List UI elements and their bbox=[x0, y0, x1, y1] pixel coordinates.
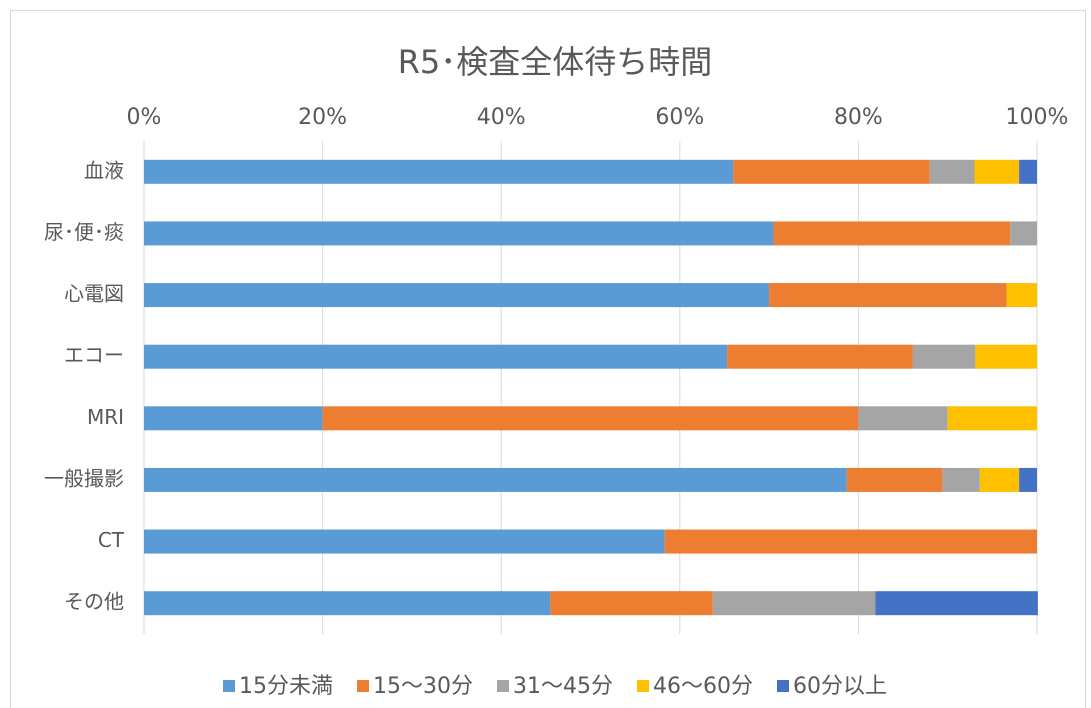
bar-segment bbox=[846, 467, 943, 492]
legend-swatch bbox=[777, 680, 789, 692]
bar-segment bbox=[979, 467, 1020, 492]
bar-segment bbox=[875, 591, 1038, 616]
bar-segment bbox=[322, 406, 859, 431]
bar-segment bbox=[858, 406, 948, 431]
y-tick-label: 尿･便･痰 bbox=[44, 220, 124, 244]
bar-segment bbox=[144, 529, 665, 554]
legend-swatch bbox=[357, 680, 369, 692]
bar-segment bbox=[144, 344, 728, 369]
bar-segment bbox=[1019, 159, 1037, 184]
bar-segment bbox=[773, 221, 1011, 246]
y-tick-label: 一般撮影 bbox=[44, 466, 124, 490]
bar-segment bbox=[769, 283, 1007, 308]
bar-segment bbox=[144, 159, 734, 184]
bar-segment bbox=[1010, 221, 1037, 246]
x-tick-label: 0% bbox=[127, 105, 162, 130]
legend-label: 15分未満 bbox=[239, 674, 333, 699]
chart-title: R5･検査全体待ち時間 bbox=[398, 43, 713, 81]
y-tick-label: エコー bbox=[64, 343, 124, 367]
legend-swatch bbox=[497, 680, 509, 692]
bar-segment bbox=[712, 591, 876, 616]
y-tick-label: MRI bbox=[87, 405, 124, 429]
bar-segment bbox=[144, 283, 770, 308]
bar-segment bbox=[727, 344, 913, 369]
x-tick-label: 20% bbox=[298, 105, 347, 130]
y-tick-label: その他 bbox=[64, 590, 124, 614]
bar-segment bbox=[1006, 283, 1037, 308]
x-tick-label: 60% bbox=[655, 105, 704, 130]
legend-label: 31～45分 bbox=[513, 674, 613, 699]
legend-swatch bbox=[223, 680, 235, 692]
x-tick-label: 80% bbox=[834, 105, 883, 130]
y-tick-label: 心電図 bbox=[64, 282, 124, 306]
legend-label: 15～30分 bbox=[373, 674, 473, 699]
bar-segment bbox=[974, 159, 1020, 184]
legend-swatch bbox=[637, 680, 649, 692]
bar-segment bbox=[942, 467, 980, 492]
bar-segment bbox=[1019, 467, 1037, 492]
bar-segment bbox=[144, 406, 323, 431]
bar-segment bbox=[550, 591, 713, 616]
y-tick-label: CT bbox=[98, 528, 125, 552]
y-tick-label: 血液 bbox=[84, 158, 124, 182]
bar-segment bbox=[975, 344, 1037, 369]
x-tick-label: 40% bbox=[477, 105, 526, 130]
bar-segment bbox=[144, 221, 774, 246]
x-tick-label: 100% bbox=[1006, 105, 1069, 130]
bar-segment bbox=[733, 159, 930, 184]
bar-segment bbox=[912, 344, 976, 369]
bar-segment bbox=[144, 467, 847, 492]
bar-segment bbox=[664, 529, 1037, 554]
bar-segment bbox=[144, 591, 551, 616]
bar-segment bbox=[929, 159, 975, 184]
legend-label: 46～60分 bbox=[653, 674, 753, 699]
bar-segment bbox=[947, 406, 1037, 431]
legend-label: 60分以上 bbox=[793, 674, 887, 699]
